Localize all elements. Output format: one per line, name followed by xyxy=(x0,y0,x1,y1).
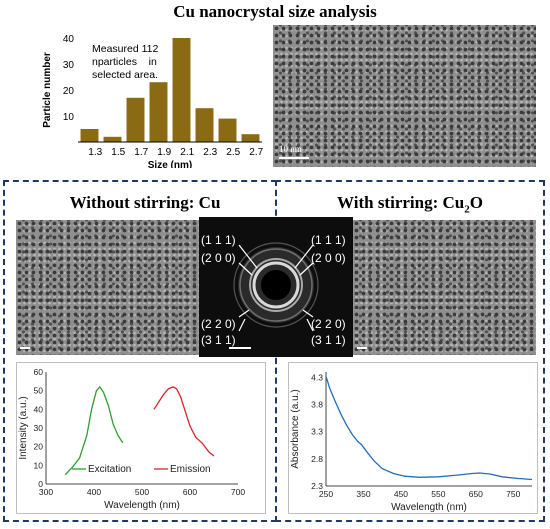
y-tick-label: 30 xyxy=(63,60,75,71)
arrow-left-111 xyxy=(238,244,258,269)
x-tick-label: 750 xyxy=(506,489,520,499)
diffraction-ring-220 xyxy=(239,248,313,322)
histogram-bar xyxy=(80,129,99,142)
diffraction-ring-200 xyxy=(249,258,303,312)
x-tick-label: 250 xyxy=(319,489,333,499)
x-tick-label: 550 xyxy=(431,489,445,499)
histogram-bar xyxy=(218,118,237,142)
histogram-annotation: Measured 112 xyxy=(92,43,159,55)
x-axis-title: Size (nm) xyxy=(148,160,192,168)
y-tick-label: 60 xyxy=(34,367,44,377)
legend-label-excitation: Excitation xyxy=(88,464,131,475)
y-tick-label: 30 xyxy=(34,423,44,433)
hkl-label-right-111: (1 1 1) xyxy=(311,233,346,247)
histogram-annotation: nparticles in xyxy=(92,56,157,68)
x-tick-label: 450 xyxy=(394,489,408,499)
hkl-label-right-200: (2 0 0) xyxy=(311,251,346,265)
arrow-right-200 xyxy=(299,262,314,276)
scale-bar xyxy=(357,347,367,349)
x-tick-label: 400 xyxy=(87,487,101,497)
y-tick-label: 40 xyxy=(63,34,75,45)
y-tick-label: 3.8 xyxy=(311,400,323,410)
series-line xyxy=(64,385,124,476)
histogram-bar xyxy=(103,136,122,142)
page-title: Cu nanocrystal size analysis xyxy=(173,2,377,21)
panel-title-cu2o-subscript: 2 xyxy=(464,203,470,216)
y-axis-title: Particle number xyxy=(42,52,53,128)
panel-title-cu2o: With stirring: Cu2O xyxy=(280,193,540,215)
x-tick-label: 700 xyxy=(231,487,245,497)
hkl-label-left-311: (3 1 1) xyxy=(201,333,236,347)
series-line xyxy=(325,376,533,481)
x-tick-label: 2.5 xyxy=(226,147,240,158)
y-tick-label: 0 xyxy=(38,479,43,489)
x-tick-label: 2.1 xyxy=(180,147,194,158)
x-tick-label: 1.3 xyxy=(88,147,102,158)
x-tick-label: 2.3 xyxy=(203,147,217,158)
y-tick-label: 10 xyxy=(34,460,44,470)
arrow-right-311 xyxy=(306,318,314,332)
x-tick-label: 500 xyxy=(135,487,149,497)
hkl-label-left-220: (2 2 0) xyxy=(201,317,236,331)
histogram-bar xyxy=(241,134,260,142)
y-tick-label: 2.8 xyxy=(311,454,323,464)
x-tick-label: 650 xyxy=(469,489,483,499)
y-tick-label: 4.3 xyxy=(311,372,323,382)
arrow-right-111 xyxy=(294,244,314,269)
x-tick-label: 1.7 xyxy=(134,147,148,158)
scale-bar-label: 10 nm xyxy=(279,144,302,154)
y-tick-label: 40 xyxy=(34,404,44,414)
histogram-bar xyxy=(126,97,145,142)
y-tick-label: 3.3 xyxy=(311,427,323,437)
x-tick-label: 1.9 xyxy=(157,147,171,158)
y-tick-label: 2.3 xyxy=(311,481,323,491)
y-axis-title: Intensity (a.u.) xyxy=(18,396,29,459)
x-tick-label: 300 xyxy=(39,487,53,497)
hkl-label-right-311: (3 1 1) xyxy=(311,333,346,347)
beam-stop xyxy=(261,270,291,300)
arrow-left-200 xyxy=(238,262,253,276)
histogram-bar xyxy=(149,82,168,142)
y-tick-label: 50 xyxy=(34,386,44,396)
panel-title-cu2o-end: O xyxy=(469,193,483,212)
y-tick-label: 20 xyxy=(34,442,44,452)
absorbance-chart: 250 350 450 550 650 750 2.3 2.8 3.3 3.8 4.3 Wavelen… xyxy=(290,372,533,513)
x-tick-label: 350 xyxy=(356,489,370,499)
diffraction-ring-111 xyxy=(252,261,300,309)
size-histogram-chart: 10 20 30 40 1.3 1.5 1.7 1.9 2.1 2.3 2.5 2.7 Size (nm… xyxy=(42,34,264,168)
diffraction-pattern: (1 1 1) (2 0 0) (2 2 0) (3 1 1) (1 1 1) … xyxy=(199,217,353,357)
x-tick-label: 600 xyxy=(183,487,197,497)
tem-image-cu xyxy=(16,220,199,355)
hkl-label-left-111: (1 1 1) xyxy=(201,233,236,247)
histogram-bar xyxy=(172,38,191,142)
panel-title-cu: Without stirring: Cu xyxy=(69,193,221,212)
hkl-label-left-200: (2 0 0) xyxy=(201,251,236,265)
diffraction-ring-311 xyxy=(233,242,319,328)
tem-image-cu2o xyxy=(353,220,536,355)
y-tick-label: 10 xyxy=(63,112,75,123)
histogram-bar xyxy=(195,108,214,142)
arrow-left-311 xyxy=(238,318,246,332)
x-tick-label: 1.5 xyxy=(111,147,125,158)
x-axis-title: Wavelength (nm) xyxy=(104,500,180,511)
scale-bar xyxy=(20,347,30,349)
diffraction-arrows xyxy=(238,244,314,332)
y-tick-label: 20 xyxy=(63,86,75,97)
x-axis-title: Wavelength (nm) xyxy=(391,502,467,513)
series-line xyxy=(153,386,215,457)
arrow-right-220 xyxy=(302,309,314,318)
pl-spectrum-chart: 300 400 500 600 700 0 10 20 30 40 50 60 Wavelength (… xyxy=(18,367,245,511)
y-axis-title: Absorbance (a.u.) xyxy=(290,389,301,469)
histogram-annotation: selected area. xyxy=(92,69,158,81)
hkl-label-right-220: (2 2 0) xyxy=(311,317,346,331)
tem-image-overview: 10 nm xyxy=(273,25,536,167)
panel-title-cu2o-main: With stirring: Cu xyxy=(337,193,465,212)
scale-bar xyxy=(279,157,309,159)
legend-label-emission: Emission xyxy=(170,464,211,475)
x-tick-label: 2.7 xyxy=(249,147,263,158)
pl-chart-frame xyxy=(16,362,266,514)
arrow-left-220 xyxy=(238,309,250,318)
